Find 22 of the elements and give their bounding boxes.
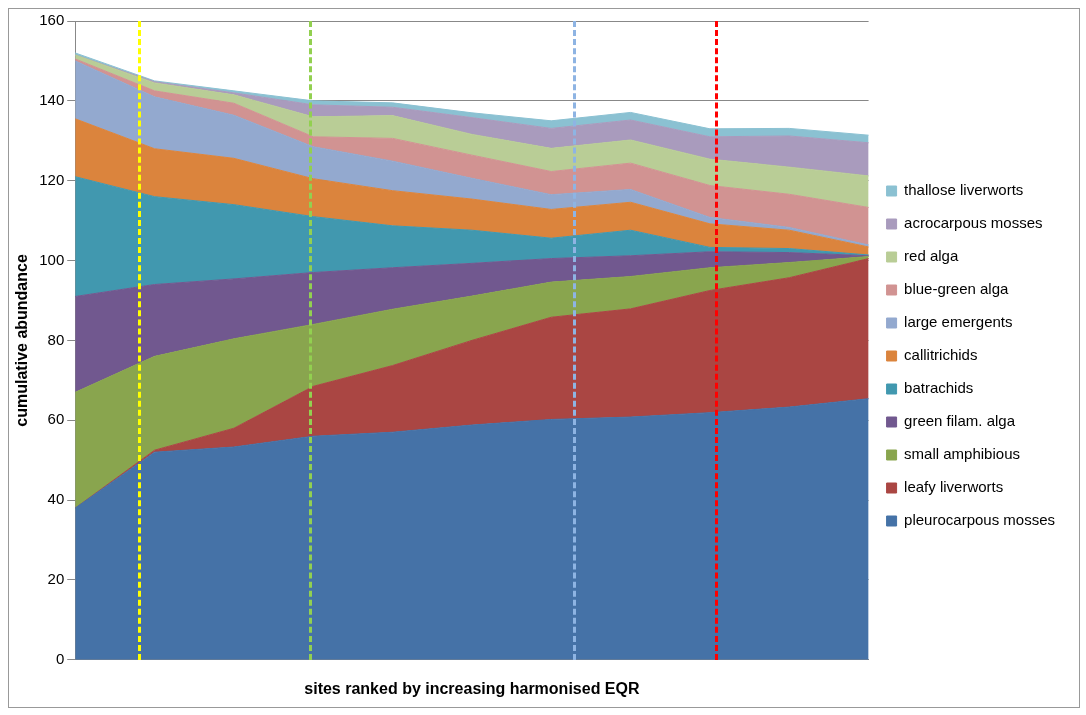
x-axis-title: sites ranked by increasing harmonised EQR — [304, 679, 640, 697]
legend-label: acrocarpous mosses — [904, 214, 1043, 232]
legend-label: leafy liverworts — [904, 478, 1004, 496]
legend-label: batrachids — [904, 379, 974, 397]
y-tick-label: 100 — [39, 250, 65, 268]
legend-label: red alga — [904, 247, 959, 265]
y-tick-label: 140 — [39, 90, 65, 108]
legend-label: green filam. alga — [904, 412, 1016, 430]
y-tick-label: 0 — [55, 649, 65, 667]
y-tick-label: 40 — [47, 490, 65, 508]
legend-label: callitrichids — [904, 346, 978, 364]
y-tick-label: 20 — [47, 570, 65, 588]
legend-label: pleurocarpous mosses — [904, 511, 1056, 529]
y-tick-label: 60 — [47, 410, 65, 428]
legend-label: small amphibious — [904, 445, 1020, 463]
legend-label: blue-green alga — [904, 280, 1009, 298]
y-tick-label: 80 — [47, 330, 65, 348]
legend-label: large emergents — [904, 313, 1013, 331]
y-tick-label: 160 — [39, 11, 65, 29]
y-axis-title: cumulative abundance — [13, 254, 31, 427]
legend-label: thallose liverworts — [904, 181, 1024, 199]
y-tick-label: 120 — [39, 170, 65, 188]
